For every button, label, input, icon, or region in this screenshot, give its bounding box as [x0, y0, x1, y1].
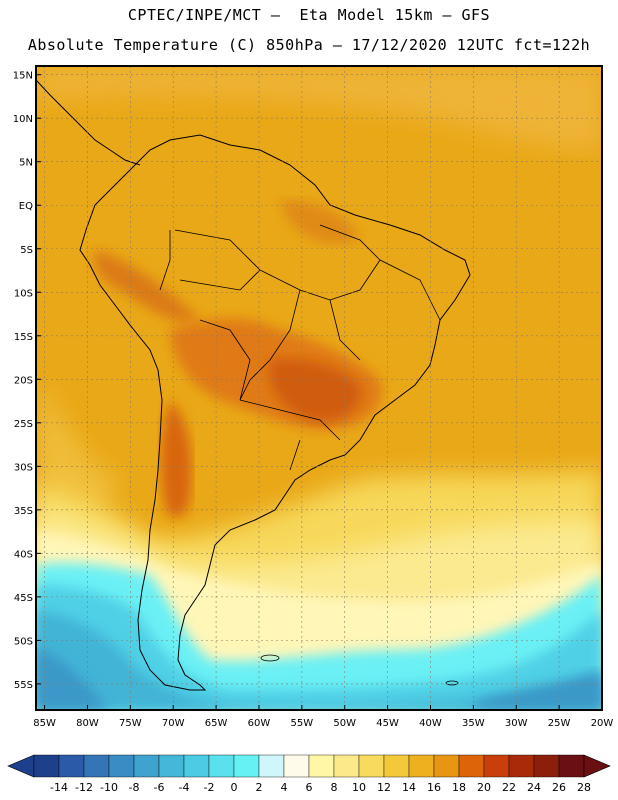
graticule — [36, 66, 602, 710]
lon-tick-label: 30W — [505, 718, 528, 729]
lat-tick-label: 15N — [13, 71, 33, 82]
colorbar-label: 0 — [231, 781, 238, 794]
colorbar-left-arrow — [7, 754, 35, 778]
lon-tick-label: 35W — [462, 718, 485, 729]
lat-tick-label: 15S — [14, 332, 33, 343]
lat-tick-label: 10N — [13, 114, 33, 125]
lat-tick-label: 10S — [14, 288, 33, 299]
lon-tick-label: 65W — [205, 718, 228, 729]
colorbar-swatch — [233, 754, 260, 778]
colorbar-label: -6 — [154, 781, 165, 794]
colorbar-swatch — [458, 754, 485, 778]
colorbar-swatch — [33, 754, 60, 778]
colorbar-swatch — [408, 754, 435, 778]
colorbar-label: -10 — [100, 781, 118, 794]
chart-title-line1: CPTEC/INPE/MCT – Eta Model 15km – GFS — [127, 6, 491, 24]
colorbar-swatch — [258, 754, 285, 778]
lon-tick-label: 60W — [248, 718, 271, 729]
lon-tick-label: 50W — [333, 718, 356, 729]
colorbar-swatch — [183, 754, 210, 778]
lon-tick-label: 25W — [548, 718, 571, 729]
lat-tick-label: 30S — [14, 462, 33, 473]
colorbar-swatch — [58, 754, 85, 778]
lon-tick-label: 70W — [162, 718, 185, 729]
colorbar-swatch — [308, 754, 335, 778]
colorbar-label: -2 — [204, 781, 215, 794]
field-cyan-0 — [36, 585, 602, 710]
field-blue-m6-east — [470, 670, 602, 710]
map-frame — [35, 65, 603, 711]
colorbar-swatch — [133, 754, 160, 778]
colorbar-label: 16 — [427, 781, 441, 794]
field-north-light — [36, 66, 602, 150]
colorbar-label: 12 — [377, 781, 391, 794]
lat-tick-label: 35S — [14, 506, 33, 517]
colorbar-swatch — [558, 754, 585, 778]
field-peru-hot — [93, 250, 200, 323]
chart-title-line2: Absolute Temperature (C) 850hPa – 17/12/… — [27, 36, 591, 54]
colorbar: -14 -12 -10 -8 -6 -4 -2 0 2 4 6 8 10 12 14 16 18 20 22 24 26… — [7, 754, 611, 794]
colorbar-label: 14 — [402, 781, 416, 794]
colorbar-label: 26 — [552, 781, 566, 794]
latitude-axis: 15N 10N 5N EQ 5S 10S 15S 20S 25S 30S 35S 40S 45S 50S 5… — [13, 71, 41, 691]
lat-tick-label: 55S — [14, 680, 33, 691]
colorbar-right-arrow — [583, 754, 611, 778]
lon-tick-label: 20W — [591, 718, 614, 729]
colorbar-label: 20 — [477, 781, 491, 794]
colorbar-label: -4 — [179, 781, 190, 794]
colorbar-label: 18 — [452, 781, 466, 794]
colorbar-label: 24 — [527, 781, 541, 794]
colorbar-label: 2 — [256, 781, 263, 794]
lon-tick-label: 55W — [291, 718, 314, 729]
lon-tick-label: 45W — [376, 718, 399, 729]
south-georgia — [445, 680, 459, 686]
colorbar-label: 6 — [306, 781, 313, 794]
colorbar-swatch — [433, 754, 460, 778]
colorbar-label: 10 — [352, 781, 366, 794]
colorbar-swatch — [158, 754, 185, 778]
falkland-islands — [260, 654, 280, 662]
colorbar-label: 8 — [331, 781, 338, 794]
lat-tick-label: 25S — [14, 419, 33, 430]
colorbar-label: -14 — [50, 781, 68, 794]
longitude-axis: 85W 80W 75W 70W 65W 60W 55W 50W 45W 40W 35W 30W 25W 2… — [33, 705, 613, 729]
colorbar-label: -8 — [129, 781, 140, 794]
lon-tick-label: 75W — [119, 718, 142, 729]
colorbar-swatch — [283, 754, 310, 778]
country-borders — [159, 224, 441, 471]
colorbar-label: 22 — [502, 781, 516, 794]
lat-tick-label: 5S — [20, 245, 33, 256]
colorbar-label: 28 — [577, 781, 591, 794]
lon-tick-label: 80W — [76, 718, 99, 729]
coastline-south-america — [79, 134, 471, 691]
colorbar-swatch — [83, 754, 110, 778]
colorbar-label: 4 — [281, 781, 288, 794]
colorbar-swatch — [358, 754, 385, 778]
colorbar-swatch — [533, 754, 560, 778]
colorbar-swatch — [483, 754, 510, 778]
lat-tick-label: 40S — [14, 549, 33, 560]
lat-tick-label: 45S — [14, 593, 33, 604]
colorbar-swatch — [208, 754, 235, 778]
lat-tick-label: 20S — [14, 375, 33, 386]
colorbar-swatch — [383, 754, 410, 778]
colorbar-swatch — [508, 754, 535, 778]
temperature-field — [36, 66, 602, 710]
field-blue-m6 — [36, 640, 110, 710]
lat-tick-label: 5N — [19, 158, 33, 169]
lat-tick-label: 50S — [14, 636, 33, 647]
colorbar-swatch — [108, 754, 135, 778]
lon-tick-label: 85W — [33, 718, 56, 729]
field-hot-24 — [269, 358, 361, 421]
colorbar-swatch — [333, 754, 360, 778]
lon-tick-label: 40W — [419, 718, 442, 729]
colorbar-label: -12 — [75, 781, 93, 794]
field-andes-hot — [160, 400, 192, 518]
lat-tick-label: EQ — [19, 201, 33, 212]
